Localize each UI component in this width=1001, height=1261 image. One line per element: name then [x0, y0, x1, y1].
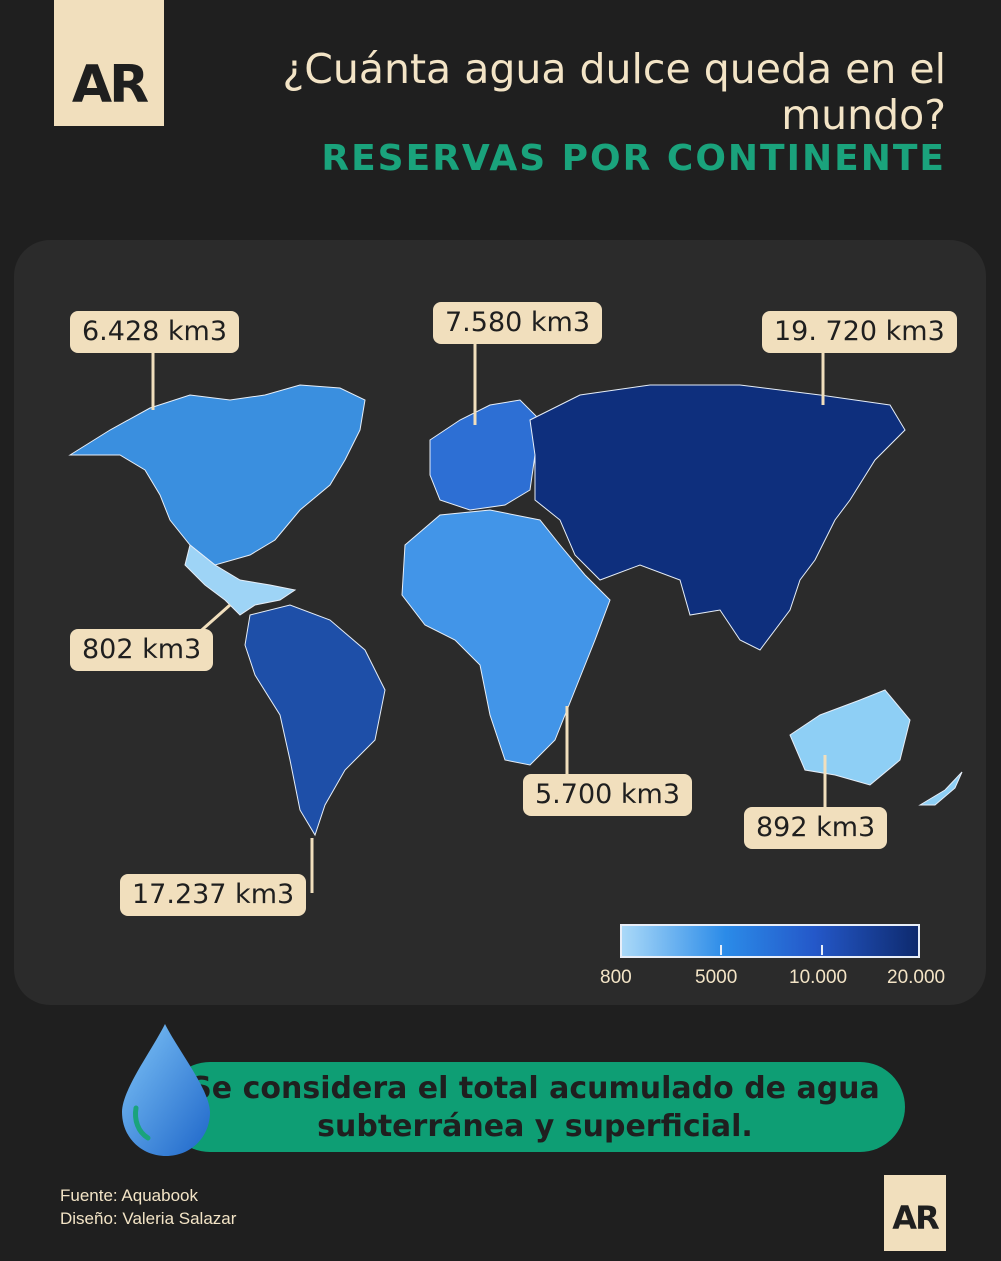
label-asia: 19. 720 km3	[762, 311, 957, 353]
page-title: ¿Cuánta agua dulce queda en el mundo?	[282, 45, 947, 139]
region-asia	[529, 384, 906, 651]
note-banner: Se considera el total acumulado de agua …	[165, 1062, 905, 1152]
ar-logo-small: AR	[884, 1175, 946, 1251]
region-africa	[401, 509, 611, 766]
label-north-america: 6.428 km3	[70, 311, 239, 353]
label-central-america: 802 km3	[70, 629, 214, 671]
world-map	[68, 340, 963, 893]
ar-logo: AR	[54, 0, 164, 126]
legend-tick	[720, 945, 722, 955]
credit-design: Diseño: Valeria Salazar	[60, 1209, 237, 1228]
credit-source: Fuente: Aquabook	[60, 1186, 199, 1205]
label-south-america: 17.237 km3	[120, 874, 307, 916]
region-central-america	[184, 544, 297, 616]
label-oceania: 892 km3	[744, 807, 888, 849]
region-oceania	[789, 689, 911, 786]
region-south-america	[244, 604, 386, 837]
legend-label-5000: 5000	[695, 967, 738, 988]
credits: Fuente: Aquabook Diseño: Valeria Salazar	[60, 1184, 236, 1230]
legend-label-20000: 20.000	[887, 967, 946, 988]
legend-color-scale	[620, 924, 920, 958]
region-oceania-nz	[918, 771, 963, 806]
region-europe	[429, 399, 541, 511]
legend-tick	[821, 945, 823, 955]
page-subtitle: RESERVAS POR CONTINENTE	[321, 138, 946, 179]
legend-label-10000: 10.000	[789, 967, 848, 988]
label-europe: 7.580 km3	[433, 302, 602, 344]
legend-label-800: 800	[600, 967, 632, 988]
region-north-america	[68, 384, 366, 566]
label-africa: 5.700 km3	[523, 774, 692, 816]
water-drop-icon	[122, 1024, 210, 1156]
